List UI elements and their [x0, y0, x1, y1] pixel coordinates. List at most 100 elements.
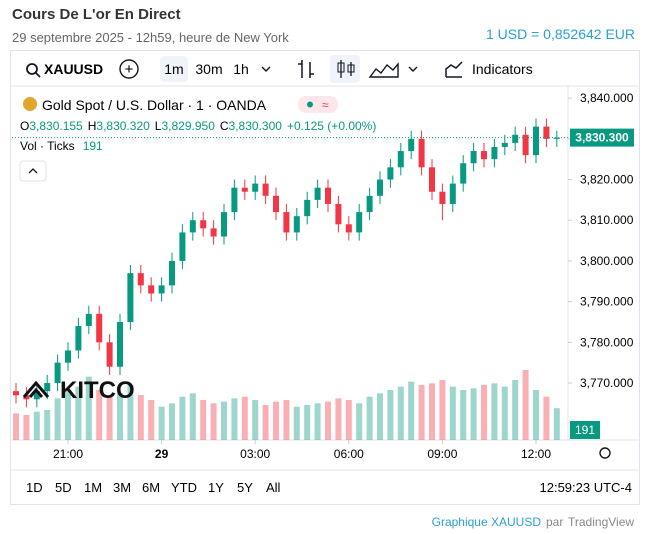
range-button[interactable]: 1Y [208, 480, 224, 495]
clock: 12:59:23 UTC-4 [540, 480, 633, 495]
symbol[interactable]: XAUUSD [44, 61, 103, 77]
x-tick-label: 09:00 [427, 447, 457, 461]
volume-bar [200, 400, 207, 440]
volume-bar [221, 401, 227, 440]
volume-bar [491, 383, 498, 440]
volume-bar [512, 380, 519, 440]
candle-body [148, 285, 155, 294]
volume-bar [189, 393, 196, 440]
settings[interactable] [599, 447, 611, 459]
volume-bar [553, 408, 560, 440]
footer-by: par [546, 515, 563, 529]
volume-bar [96, 390, 103, 440]
volume-bar [106, 396, 113, 440]
volume-bar [387, 390, 394, 440]
volume-bar [158, 406, 165, 440]
candle-body [75, 326, 82, 351]
search-icon[interactable] [26, 63, 38, 75]
volume-bar [33, 411, 40, 440]
range-button[interactable]: 3M [113, 480, 131, 495]
candle-body [13, 391, 19, 396]
volume-bar [169, 403, 175, 440]
volume-bar [304, 405, 311, 440]
volume-bar [117, 393, 123, 440]
volume-bar [241, 396, 248, 440]
date: 29 septembre 2025 - 12h59, heure de New … [12, 30, 289, 45]
candle-body [33, 391, 40, 400]
volume-bar [460, 390, 467, 440]
add-button[interactable] [119, 59, 139, 79]
interval[interactable]: 1h [233, 61, 249, 77]
candle-body [418, 138, 425, 168]
volume-bar [397, 386, 404, 440]
candle-body [429, 167, 435, 192]
indicators-icon[interactable] [445, 61, 463, 78]
range-button[interactable]: 1D [26, 480, 43, 495]
candle-body [65, 350, 71, 363]
candle-body [252, 183, 259, 192]
ohlc-change: +0.125 (+0.00%) [287, 119, 376, 133]
ohlc-value: 3,830.300 [229, 119, 283, 133]
ohlc-value: 3,829.950 [161, 119, 215, 133]
candle-body [169, 260, 175, 286]
volume-bar [44, 410, 51, 440]
volume-bar [75, 386, 82, 440]
ohlc-value: 3,830.320 [96, 119, 150, 133]
candle-body [127, 273, 134, 322]
area-icon[interactable] [368, 62, 399, 78]
candle-body [387, 167, 394, 180]
candle-body [54, 362, 61, 384]
x-tick-label: 06:00 [334, 447, 364, 461]
candle-body [408, 138, 415, 152]
range-button[interactable]: 1M [84, 480, 102, 495]
volume-bar [501, 386, 508, 440]
candle-body [304, 199, 311, 217]
svg-text:+: + [125, 61, 134, 78]
candle-body [543, 126, 550, 139]
candle-body [553, 137, 560, 139]
interval-active[interactable] [160, 56, 188, 82]
volume-bar [273, 401, 279, 440]
vol-label: Vol · Ticks 191 [20, 139, 103, 153]
interval[interactable]: 1m [164, 61, 183, 77]
candle-body [106, 342, 113, 367]
footer-brand[interactable]: TradingView [568, 515, 634, 529]
indicators[interactable]: Indicators [472, 61, 533, 77]
volume-bar [137, 395, 144, 440]
bars-icon[interactable] [298, 60, 314, 78]
candle-body [293, 216, 300, 233]
footer-link[interactable]: Graphique XAUUSD [432, 515, 542, 529]
candle-body [44, 383, 51, 392]
conversion: 1 USD = 0,852642 EUR [485, 26, 635, 42]
y-tick-label: 3,820.000 [580, 173, 634, 187]
last-price-box [570, 128, 634, 147]
widget [10, 50, 640, 505]
volume-bar [54, 398, 61, 440]
volume-bar [377, 393, 383, 440]
range-button[interactable]: All [266, 480, 281, 495]
candle-body [273, 195, 279, 213]
interval[interactable]: 30m [195, 61, 222, 77]
candle-body [117, 321, 123, 367]
range-button[interactable]: 6M [142, 480, 160, 495]
candle-body [449, 183, 456, 204]
volume-bar [23, 415, 30, 440]
candle-body [241, 187, 248, 192]
candle-body [501, 142, 508, 147]
candle-body [189, 220, 196, 233]
candle-body [23, 395, 30, 400]
range-button[interactable]: 5D [55, 480, 72, 495]
range-button[interactable]: 5Y [237, 480, 253, 495]
candle-body [179, 232, 186, 261]
x-tick-label: 03:00 [240, 447, 270, 461]
x-tick-label: 21:00 [53, 447, 83, 461]
volume-bar [127, 385, 134, 440]
candle-body [439, 191, 446, 204]
volume-bar [481, 385, 487, 440]
collapse[interactable] [19, 160, 47, 182]
candle-body [262, 183, 269, 196]
volume-bar [533, 390, 539, 440]
range-button[interactable]: YTD [171, 480, 197, 495]
volume-bar [231, 398, 238, 440]
